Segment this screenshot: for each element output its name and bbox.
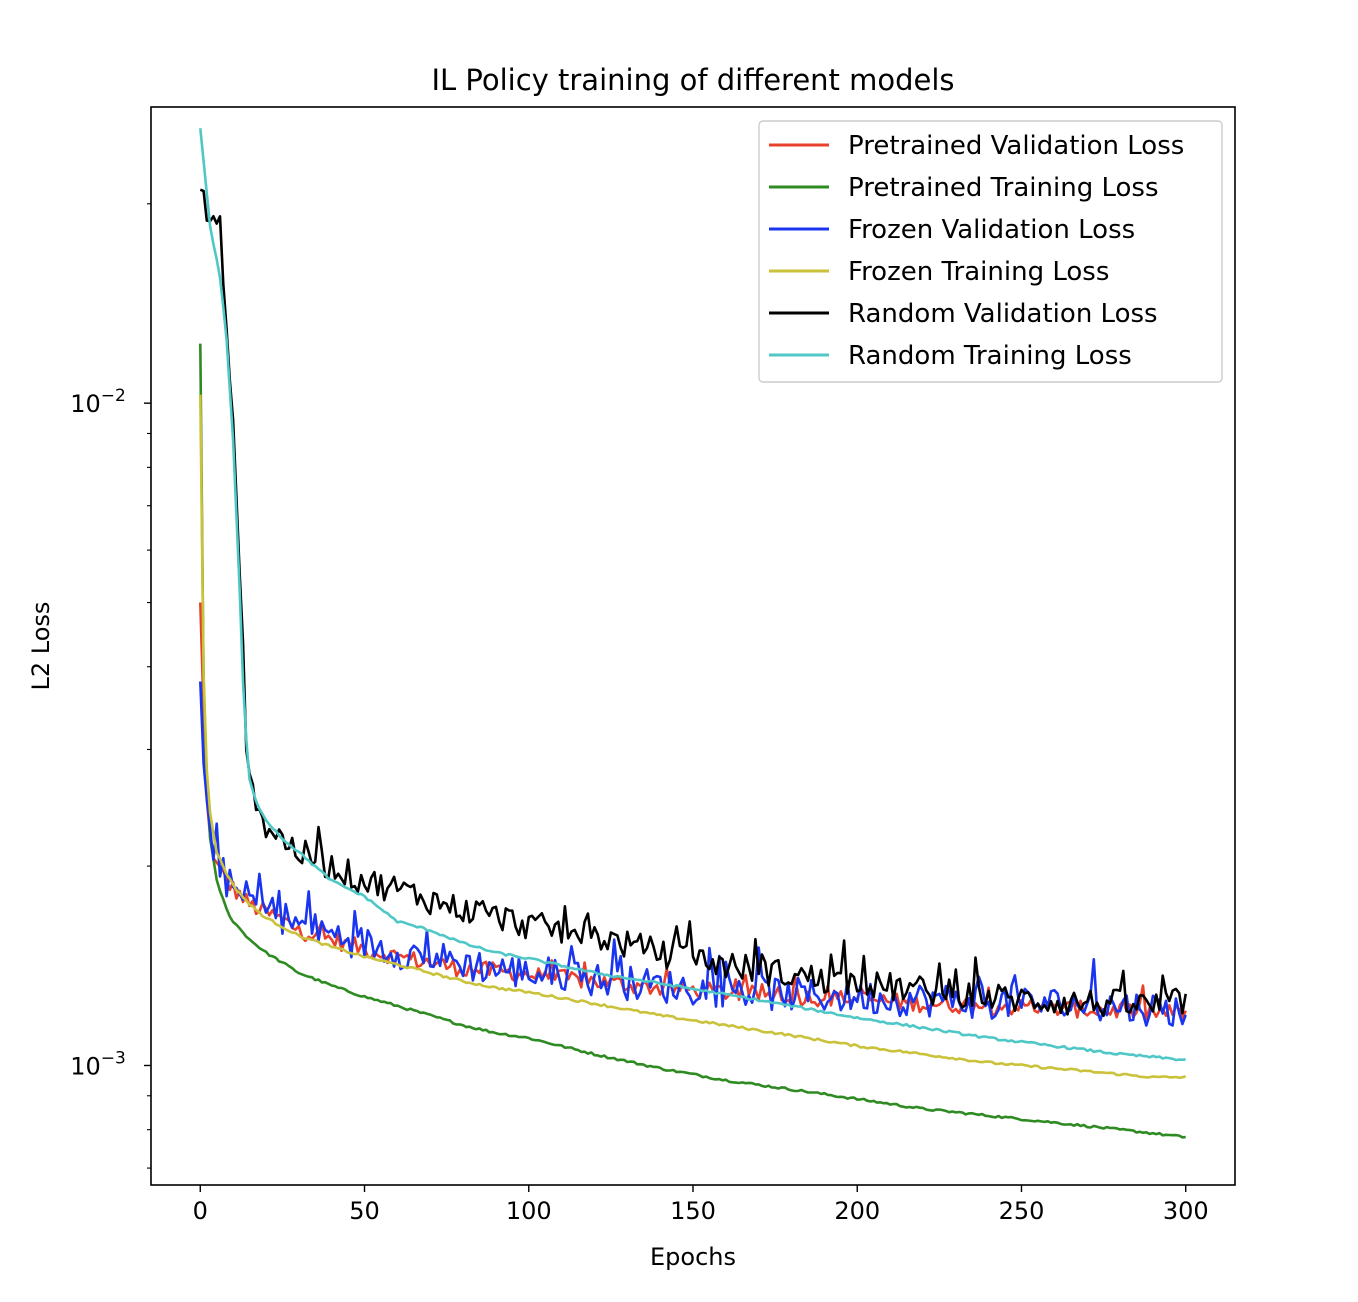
x-tick-label: 0 (193, 1197, 208, 1225)
legend-box (758, 120, 1223, 383)
y-tick-label: 10−3 (70, 1048, 126, 1080)
legend-label: Random Validation Loss (848, 299, 1158, 329)
x-tick-label: 250 (999, 1197, 1045, 1225)
x-axis-label: Epochs (650, 1243, 736, 1271)
chart-title: IL Policy training of different models (431, 63, 954, 97)
series-line-pretrained-training-loss (199, 343, 1186, 1139)
x-tick-label: 200 (834, 1197, 880, 1225)
legend-label: Frozen Training Loss (848, 257, 1109, 287)
series-layer (199, 128, 1187, 1139)
series-line-random-training-loss (199, 128, 1186, 1062)
legend: Pretrained Validation Loss Pretrained Tra… (758, 120, 1223, 383)
x-axis: 0 50 100 150 200 250 300 (193, 1185, 1209, 1225)
legend-label: Random Training Loss (848, 341, 1132, 371)
x-tick-label: 300 (1163, 1197, 1209, 1225)
series-line-random-validation-loss (199, 188, 1187, 1018)
y-tick-label: 10−2 (70, 386, 126, 418)
x-tick-label: 100 (506, 1197, 552, 1225)
x-tick-label: 150 (670, 1197, 716, 1225)
legend-label: Frozen Validation Loss (848, 215, 1135, 245)
legend-label: Pretrained Training Loss (848, 173, 1159, 203)
x-tick-label: 50 (349, 1197, 380, 1225)
y-axis: 10−2 10−3 (70, 203, 151, 1169)
series-line-frozen-training-loss (199, 394, 1187, 1080)
legend-label: Pretrained Validation Loss (848, 131, 1184, 161)
y-axis-label: L2 Loss (27, 602, 55, 691)
